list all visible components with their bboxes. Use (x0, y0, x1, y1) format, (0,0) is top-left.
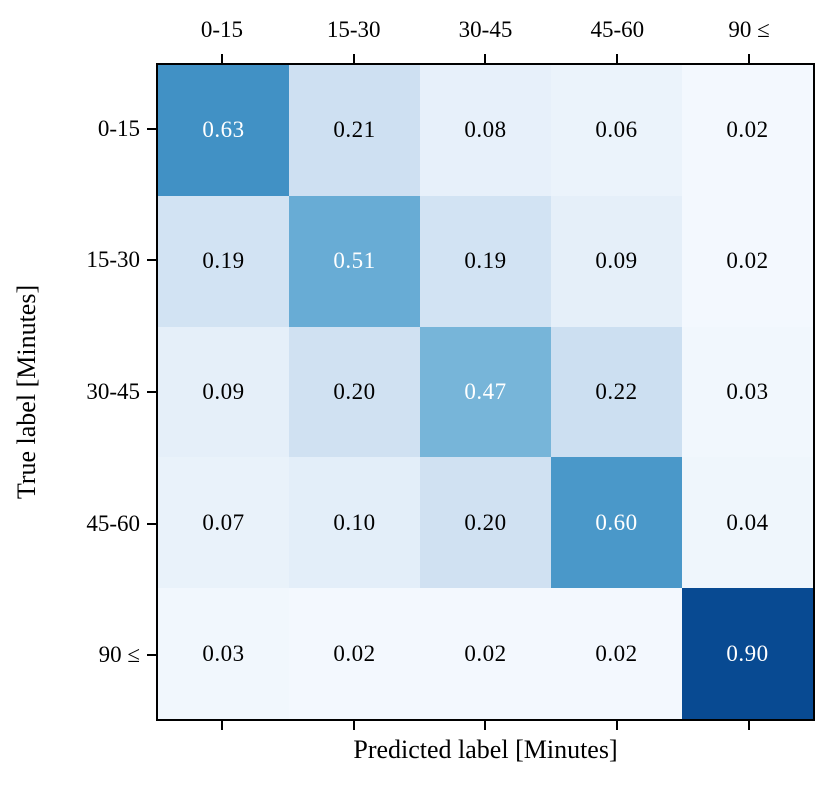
x-ticks-bottom-slot-2 (420, 721, 552, 730)
tick-mark (616, 54, 619, 63)
cell-r4c4: 0.90 (682, 588, 813, 719)
x-ticks-top-slot-1 (288, 54, 420, 63)
tick-mark (484, 721, 487, 730)
cell-r2c3: 0.22 (551, 326, 682, 458)
cell-r2c2: 0.47 (420, 326, 551, 458)
y-tick-labels: 0-15 15-30 30-45 45-60 90 ≤ (0, 63, 140, 721)
cell-r0c2: 0.08 (420, 65, 551, 196)
cell-r0c3: 0.06 (551, 65, 682, 196)
x-ticks-top-slot-3 (551, 54, 683, 63)
cell-r3c4: 0.04 (682, 457, 813, 589)
x-tick-label-2: 30-45 (458, 17, 513, 42)
tick-mark (220, 54, 223, 63)
cell-r2c4: 0.03 (682, 326, 813, 458)
tick-mark (147, 654, 156, 657)
cell-r1c2: 0.19 (420, 195, 551, 327)
cell-r1c3: 0.09 (551, 195, 682, 327)
cell-r1c4: 0.02 (682, 195, 813, 327)
x-tick-label-4: 90 ≤ (728, 17, 770, 42)
y-tick-slot-2 (147, 326, 156, 458)
cell-r4c3: 0.02 (551, 588, 682, 719)
x-tick-label-1: 15-30 (326, 17, 381, 42)
y-tick-slot-3 (147, 458, 156, 590)
cell-r4c2: 0.02 (420, 588, 551, 719)
y-tick-label-3: 45-60 (86, 510, 140, 536)
heatmap-plot-area: 0.63 0.21 0.08 0.06 0.02 0.19 0.51 0.19 0.09 0.02… (156, 63, 815, 721)
cell-r4c0: 0.03 (158, 588, 289, 719)
tick-mark (352, 54, 355, 63)
tick-mark (147, 259, 156, 262)
x-ticks-top-slot-2 (420, 54, 552, 63)
tick-mark (147, 522, 156, 525)
y-tick-slot-4 (147, 589, 156, 721)
x-ticks-bottom-slot-4 (683, 721, 815, 730)
x-ticks-bottom-slot-1 (288, 721, 420, 730)
x-ticks-top (156, 54, 815, 63)
x-ticks-top-slot-0 (156, 54, 288, 63)
x-tick-label-0: 0-15 (200, 17, 243, 42)
cell-r1c1: 0.51 (289, 195, 420, 327)
y-ticks-left (147, 63, 156, 721)
x-ticks-bottom-slot-0 (156, 721, 288, 730)
cell-r2c0: 0.09 (158, 326, 289, 458)
tick-mark (352, 721, 355, 730)
cell-r3c1: 0.10 (289, 457, 420, 589)
y-axis-label: True label [Minutes] (12, 284, 41, 500)
heatmap-grid: 0.63 0.21 0.08 0.06 0.02 0.19 0.51 0.19 0.09 0.02… (158, 65, 813, 719)
cell-r4c1: 0.02 (289, 588, 420, 719)
tick-mark (484, 54, 487, 63)
x-ticks-bottom-slot-3 (551, 721, 683, 730)
y-tick-slot-0 (147, 63, 156, 195)
x-tick-label-3: 45-60 (590, 17, 645, 42)
y-tick-slot-1 (147, 195, 156, 327)
cell-r2c1: 0.20 (289, 326, 420, 458)
y-tick-label-0: 0-15 (97, 115, 140, 141)
tick-mark (748, 721, 751, 730)
cell-r0c1: 0.21 (289, 65, 420, 196)
cell-r3c2: 0.20 (420, 457, 551, 589)
tick-mark (220, 721, 223, 730)
cell-r3c3: 0.60 (551, 457, 682, 589)
cell-r0c4: 0.02 (682, 65, 813, 196)
cell-r3c0: 0.07 (158, 457, 289, 589)
y-tick-label-1: 15-30 (86, 247, 140, 273)
x-axis-label: Predicted label [Minutes] (353, 735, 618, 764)
y-tick-label-2: 30-45 (86, 378, 140, 404)
cell-r1c0: 0.19 (158, 195, 289, 327)
y-tick-label-4: 90 ≤ (98, 642, 140, 668)
x-ticks-bottom (156, 721, 815, 730)
tick-mark (748, 54, 751, 63)
tick-mark (147, 390, 156, 393)
x-ticks-top-slot-4 (683, 54, 815, 63)
tick-mark (147, 127, 156, 130)
cell-r0c0: 0.63 (158, 65, 289, 196)
x-tick-labels: 0-15 15-30 30-45 45-60 90 ≤ (156, 13, 815, 47)
tick-mark (616, 721, 619, 730)
